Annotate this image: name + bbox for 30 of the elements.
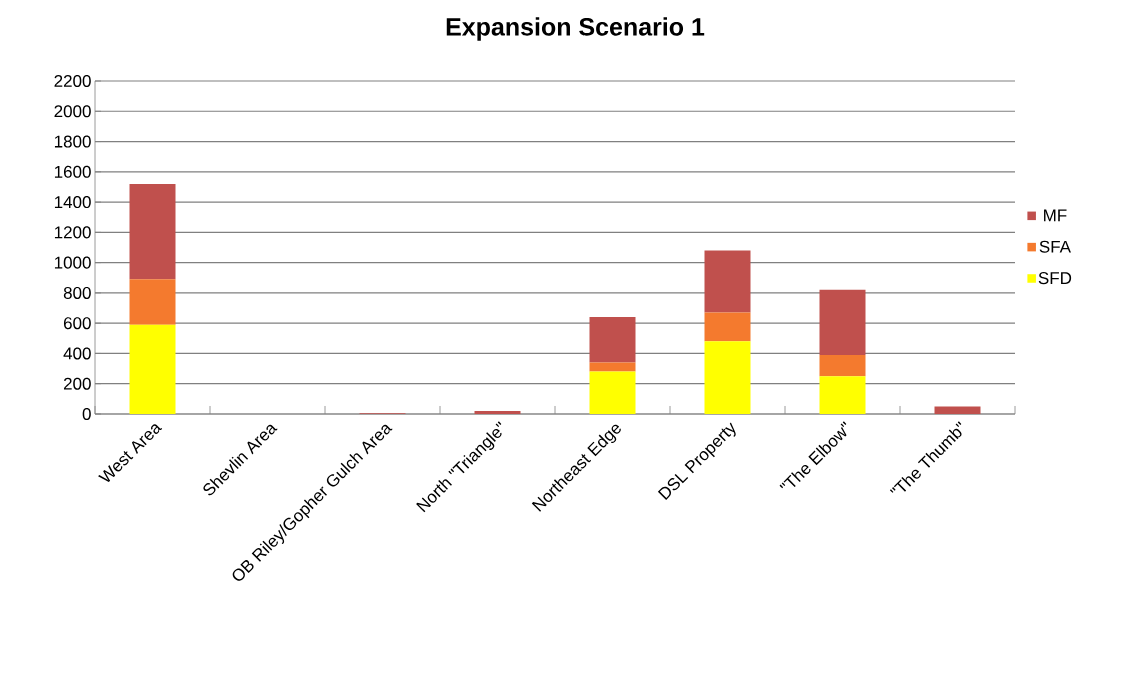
y-tick-label: 1400 xyxy=(54,196,91,209)
legend-label: MF xyxy=(1044,209,1067,222)
bar xyxy=(589,317,636,363)
y-tick-label: 1600 xyxy=(54,165,91,178)
bar xyxy=(589,362,636,372)
bar xyxy=(819,376,866,414)
y-tick-label: 1800 xyxy=(54,135,91,148)
y-tick-label: 0 xyxy=(82,407,91,421)
bar xyxy=(129,324,176,414)
bar xyxy=(129,183,176,280)
bar xyxy=(819,354,866,377)
y-tick-label: 2200 xyxy=(54,74,91,88)
y-tick-label: 2000 xyxy=(54,105,91,118)
bar xyxy=(704,312,751,342)
bar xyxy=(704,250,751,313)
legend-label: SFA xyxy=(1039,240,1071,253)
bar xyxy=(129,279,176,325)
bar xyxy=(704,341,751,414)
y-tick-label: 600 xyxy=(63,317,91,330)
legend-label: SFD xyxy=(1038,272,1072,285)
chart-title: Expansion Scenario 1 xyxy=(446,17,705,41)
y-tick-label: 400 xyxy=(63,347,91,360)
bar xyxy=(819,289,866,355)
bar xyxy=(934,406,981,414)
bar xyxy=(589,371,636,414)
y-tick-label: 1000 xyxy=(54,256,91,269)
y-tick-label: 200 xyxy=(63,377,91,390)
y-tick-label: 1200 xyxy=(54,226,91,239)
bar xyxy=(474,410,521,414)
y-tick-label: 800 xyxy=(63,286,91,299)
